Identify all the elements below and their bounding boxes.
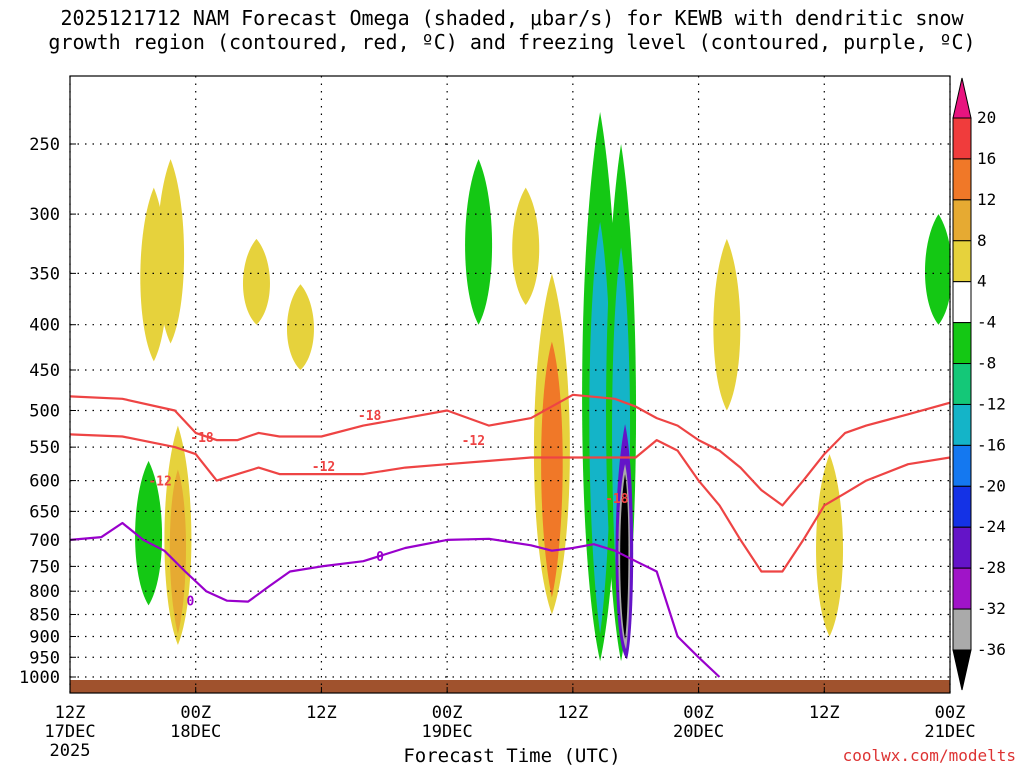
ground-band: [70, 680, 950, 693]
chart-title: 2025121712 NAM Forecast Omega (shaded, μ…: [0, 6, 1024, 54]
y-tick-label-600: 600: [29, 472, 60, 492]
omega-feature-12: [816, 454, 844, 637]
contour-label-1: -12: [148, 475, 171, 490]
colorbar-segment-9: [952, 485, 972, 528]
colorbar-label-9: -20: [977, 476, 1006, 495]
credit-text: coolwx.com/modelts: [842, 746, 1016, 765]
grid-lines: [69, 76, 951, 693]
colorbar-label-6: -8: [977, 354, 996, 373]
colorbar-label-8: -16: [977, 435, 1006, 454]
y-tick-label-950: 950: [29, 648, 60, 668]
colorbar-segment-2: [952, 199, 972, 242]
omega-feature-7: [512, 187, 540, 305]
colorbar-label-7: -12: [977, 394, 1006, 413]
contour-label-3: -12: [312, 460, 335, 475]
colorbar-label-13: -36: [977, 640, 1006, 659]
omega-core-13: [930, 236, 947, 320]
omega-shading: [135, 111, 950, 662]
freezing-level-contour: [70, 521, 721, 678]
omega-feature-3: [286, 284, 314, 370]
colorbar-segment-0: [952, 117, 972, 160]
colorbar-segment-5: [952, 322, 972, 365]
omega-core-5: [169, 469, 187, 634]
colorbar-label-12: -32: [977, 599, 1006, 618]
dendritic-contour-0: [70, 433, 950, 573]
plot-frame: [69, 75, 951, 694]
colorbar-segment-8: [952, 444, 972, 487]
colorbar-segment-10: [952, 526, 972, 569]
y-tick-label-400: 400: [29, 316, 60, 336]
contour-label-7: 0: [376, 550, 384, 565]
y-tick-label-850: 850: [29, 606, 60, 626]
y-tick-label-800: 800: [29, 582, 60, 602]
omega-feature-1: [157, 159, 185, 344]
colorbar: 20 16 12 8 4 -4 -8 -12 -16 -20 -24 -28 -32 -36: [952, 77, 1006, 691]
x-tick-date-5: 20DEC: [673, 722, 724, 742]
contour-label-4: -12: [462, 434, 485, 449]
x-tick-date-1: 18DEC: [170, 722, 221, 742]
dendritic-contour-1: [70, 393, 950, 507]
y-tick-label-650: 650: [29, 502, 60, 522]
colorbar-label-10: -24: [977, 517, 1006, 536]
colorbar-label-11: -28: [977, 558, 1006, 577]
y-tick-label-750: 750: [29, 557, 60, 577]
colorbar-bottom-arrow: [952, 649, 972, 691]
colorbar-label-4: 4: [977, 272, 987, 291]
colorbar-label-1: 16: [977, 149, 996, 168]
colorbar-segment-6: [952, 363, 972, 405]
x-tick-date-0: 17DEC: [44, 722, 95, 742]
terrain-ground: [70, 680, 950, 693]
title-line-1: 2025121712 NAM Forecast Omega (shaded, μ…: [60, 6, 964, 30]
omega-core-4: [140, 489, 157, 599]
x-tick-label-1: 00Z: [180, 703, 211, 723]
colorbar-segment-3: [952, 240, 972, 283]
omega-feature-11: [713, 238, 741, 411]
y-tick-label-450: 450: [29, 361, 60, 381]
colorbar-label-3: 8: [977, 231, 987, 250]
omega-core-8: [541, 341, 563, 598]
contour-label-6: 0: [187, 595, 195, 610]
y-tick-label-550: 550: [29, 438, 60, 458]
omega-feature-2: [242, 238, 270, 325]
colorbar-segment-4: [952, 281, 972, 324]
x-tick-label-0: 12Z: [55, 703, 86, 723]
y-tick-label-900: 900: [29, 627, 60, 647]
x-tick-label-4: 12Z: [557, 703, 588, 723]
colorbar-segment-7: [952, 403, 972, 446]
contour-label-0: -18: [190, 431, 214, 446]
y-tick-label-250: 250: [29, 135, 60, 155]
colorbar-label-2: 12: [977, 190, 996, 209]
colorbar-top-arrow: [952, 77, 972, 119]
colorbar-segment-11: [952, 567, 972, 610]
x-tick-date-3: 19DEC: [422, 722, 473, 742]
y-tick-label-500: 500: [29, 402, 60, 422]
contour-lines: [70, 393, 950, 678]
y-tick-label-700: 700: [29, 531, 60, 551]
colorbar-segment-12: [952, 608, 972, 651]
y-tick-label-300: 300: [29, 205, 60, 225]
x-tick-label-2: 12Z: [306, 703, 337, 723]
contour-labels: -18 -12 -18 -12 -12 -18 0 0: [148, 409, 628, 610]
title-line-2: growth region (contoured, red, ºC) and f…: [48, 30, 976, 54]
contour-label-5: -18: [605, 492, 629, 507]
x-tick-label-6: 12Z: [809, 703, 840, 723]
y-axis: 2503003504004505005506006507007508008509…: [19, 135, 76, 688]
x-tick-date-7: 21DEC: [924, 722, 975, 742]
x-tick-label-3: 00Z: [432, 703, 463, 723]
x-tick-year-0: 2025: [50, 741, 91, 761]
omega-core-9: [589, 221, 611, 634]
colorbar-label-5: -4: [977, 313, 996, 332]
contour-label-2: -18: [358, 409, 382, 424]
colorbar-label-0: 20: [977, 108, 996, 127]
colorbar-segment-1: [952, 158, 972, 201]
omega-core-6: [470, 192, 487, 317]
x-axis-label: Forecast Time (UTC): [403, 745, 621, 767]
x-tick-label-7: 00Z: [935, 703, 966, 723]
y-tick-label-350: 350: [29, 264, 60, 284]
y-tick-label-1000: 1000: [19, 668, 60, 688]
x-tick-label-5: 00Z: [683, 703, 714, 723]
